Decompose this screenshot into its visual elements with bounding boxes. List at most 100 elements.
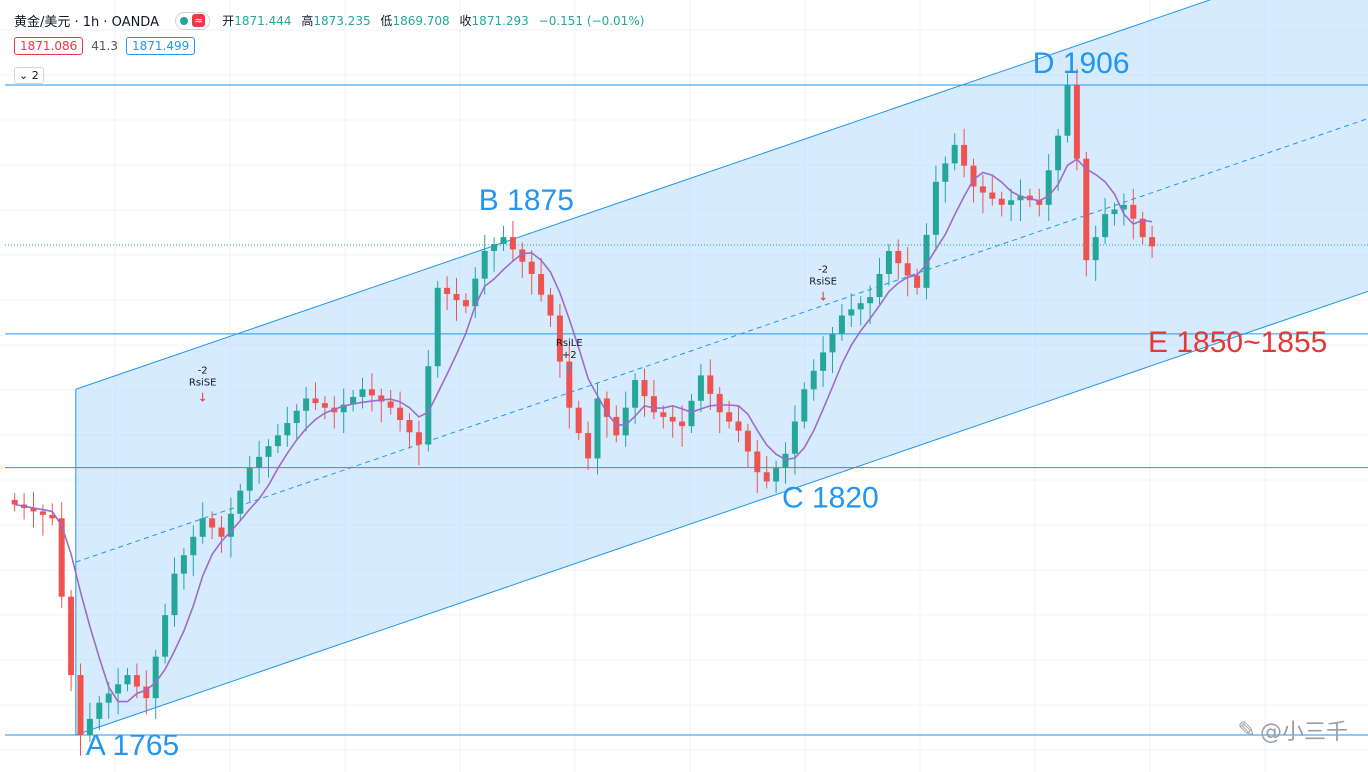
indicator-toggle[interactable]: ≈ (174, 11, 211, 30)
candle-body (434, 287, 441, 367)
candle-body (594, 398, 601, 459)
candle-body (763, 472, 770, 482)
point-label: D 1906 (1033, 47, 1130, 80)
candle-body (1139, 218, 1146, 238)
candle-body (998, 198, 1005, 205)
candle-body (726, 412, 733, 422)
high-label: 高 (301, 14, 314, 28)
candle-body (970, 165, 977, 187)
candle-body (923, 234, 930, 288)
signal-sub-label: +2 (562, 350, 577, 361)
candle-body (876, 274, 883, 298)
candle-body (519, 249, 526, 262)
candle-body (575, 407, 582, 434)
candle-body (613, 416, 620, 436)
sell-price-button[interactable]: 1871.086 (14, 37, 84, 55)
candle-body (566, 361, 573, 408)
candle-body (1055, 135, 1062, 171)
candle-body (321, 403, 328, 408)
candle-body (340, 404, 347, 413)
candle-body (989, 192, 996, 199)
candle-body (1036, 200, 1043, 205)
candle-body (1017, 195, 1024, 201)
candle-body (491, 244, 498, 251)
point-labels: A 1765 B 1875 C 1820 D 1906 E 1850~1855 (86, 47, 1328, 762)
candle-body (368, 389, 375, 396)
candle-body (256, 456, 263, 468)
symbol-title[interactable]: 黄金/美元 · 1h · OANDA (14, 15, 159, 30)
signal-label: RsiLE (556, 338, 583, 349)
candle-body (829, 333, 836, 353)
close-label: 收 (459, 14, 472, 28)
candle-body (1102, 214, 1109, 238)
candle-body (180, 555, 187, 574)
candle-body (209, 518, 216, 528)
candle-body (171, 573, 178, 616)
candle-body (1111, 209, 1118, 215)
change-value: −0.151 (−0.01%) (538, 14, 645, 28)
candle-body (462, 300, 469, 307)
candle-body (838, 315, 845, 334)
candle-body (585, 433, 592, 459)
signal-label: -2 (198, 366, 208, 377)
candles (11, 68, 1156, 756)
channel-lower-line[interactable] (75, 274, 1368, 736)
candle-body (199, 518, 206, 537)
channel-upper-line[interactable] (75, 0, 1368, 390)
horizontal-levels (5, 84, 1368, 736)
status-dot-icon (179, 16, 188, 25)
candle-body (58, 518, 65, 597)
candle-body (162, 615, 169, 657)
candle-body (782, 453, 789, 468)
candle-body (538, 274, 545, 295)
channel-mid-line[interactable] (75, 101, 1368, 563)
candle-body (942, 163, 949, 182)
candle-body (528, 261, 535, 275)
candle-body (622, 407, 629, 436)
signal-label: -2 (818, 264, 828, 275)
chevron-down-icon: ⌄ (19, 69, 29, 82)
buy-price-button[interactable]: 1871.499 (125, 37, 196, 55)
candle-body (547, 294, 554, 316)
ohlc-values: 开1871.444 高1873.235 低1869.708 收1871.293 … (222, 12, 650, 29)
open-label: 开 (222, 14, 235, 28)
candle-body (143, 686, 150, 699)
candle-body (509, 237, 516, 250)
candle-body (735, 421, 742, 431)
candle-body (115, 684, 122, 694)
candle-body (359, 389, 366, 397)
candle-body (660, 412, 667, 417)
candle-body (556, 315, 563, 362)
bid-ask-row: 1871.086 41.3 1871.499 (14, 37, 196, 55)
signal-sub-label: RsiSE (189, 378, 217, 389)
candle-body (274, 435, 281, 447)
candle-body (707, 375, 714, 394)
open-value: 1871.444 (234, 14, 292, 28)
candle-body (105, 693, 112, 703)
candle-body (857, 303, 864, 310)
low-value: 1869.708 (392, 14, 450, 28)
candle-body (303, 398, 310, 411)
candle-body (697, 375, 704, 401)
candle-body (246, 467, 253, 491)
candle-body (96, 702, 103, 719)
watermark: ✎ @小三千 (1238, 714, 1348, 746)
candle-body (820, 352, 827, 371)
candle-body (265, 446, 272, 457)
candle-body (1092, 237, 1099, 261)
candle-body (641, 380, 648, 397)
signal-arrow-icon: ↓ (818, 289, 828, 303)
point-label: B 1875 (479, 184, 574, 217)
candle-body (133, 675, 140, 687)
candle-body (406, 419, 413, 433)
candle-body (68, 596, 75, 676)
moving-average-line (14, 158, 1153, 703)
candle-body (11, 499, 18, 505)
candle-body (30, 507, 37, 512)
candle-body (312, 398, 319, 404)
candle-body (378, 395, 385, 402)
candle-body (1064, 85, 1071, 136)
layers-toggle[interactable]: ⌄ 2 (14, 67, 44, 84)
